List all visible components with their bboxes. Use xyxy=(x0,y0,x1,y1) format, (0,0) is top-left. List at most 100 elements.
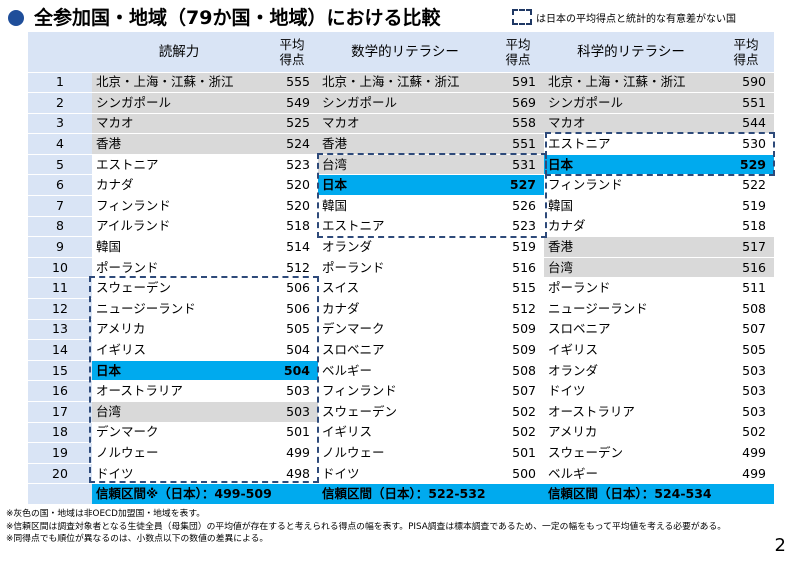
table-row: 17 台湾 503 スウェーデン 502 オーストラリア 503 xyxy=(28,401,774,423)
math-score-cell: 551 xyxy=(492,133,544,155)
math-country-cell: スウェーデン xyxy=(318,401,492,423)
math-country-cell: カナダ xyxy=(318,298,492,320)
reading-country-cell: エストニア xyxy=(92,154,266,176)
rank-cell: 8 xyxy=(28,216,92,238)
table-row: 14 イギリス 504 スロベニア 509 イギリス 505 xyxy=(28,339,774,361)
math-country-cell: スロベニア xyxy=(318,339,492,361)
science-country-cell: 韓国 xyxy=(544,195,718,217)
science-score-cell: 530 xyxy=(718,133,774,155)
reading-country-cell: デンマーク xyxy=(92,422,266,444)
table-row: 11 スウェーデン 506 スイス 515 ポーランド 511 xyxy=(28,277,774,300)
header-math: 数学的リテラシー xyxy=(318,32,492,73)
math-country-cell: ドイツ xyxy=(318,463,492,485)
table-row: 18 デンマーク 501 イギリス 502 アメリカ 502 xyxy=(28,422,774,444)
science-country-cell: マカオ xyxy=(544,113,718,135)
rank-cell: 19 xyxy=(28,442,92,464)
rank-cell-empty xyxy=(28,483,92,505)
header-math-score: 平均 得点 xyxy=(492,32,544,73)
science-country-cell: スロベニア xyxy=(544,319,718,341)
reading-country-cell: フィンランド xyxy=(92,195,266,217)
reading-score-cell: 555 xyxy=(266,72,318,94)
math-score-cell: 558 xyxy=(492,113,544,135)
table-row: 15 日本 504 ベルギー 508 オランダ 503 xyxy=(28,360,774,382)
header-reading: 読解力 xyxy=(92,32,266,73)
science-confidence-interval: 信頼区間（日本）：524-534 xyxy=(544,483,774,505)
reading-country-cell: 韓国 xyxy=(92,236,266,258)
score-label-line2: 得点 xyxy=(279,51,305,67)
table-row: 8 アイルランド 518 エストニア 523 カナダ 518 xyxy=(28,216,774,238)
rank-cell: 7 xyxy=(28,195,92,217)
math-country-cell: イギリス xyxy=(318,422,492,444)
math-score-cell: 569 xyxy=(492,92,544,114)
math-country-cell: オランダ xyxy=(318,236,492,258)
header-science: 科学的リテラシー xyxy=(544,32,718,73)
score-label-line1: 平均 xyxy=(505,36,531,52)
math-score-cell: 516 xyxy=(492,257,544,279)
rank-cell: 6 xyxy=(28,174,92,197)
science-score-cell: 503 xyxy=(718,401,774,423)
math-score-cell: 531 xyxy=(492,154,544,176)
science-score-cell: 503 xyxy=(718,380,774,402)
reading-score-cell: 505 xyxy=(266,319,318,341)
table-row: 19 ノルウェー 499 ノルウェー 501 スウェーデン 499 xyxy=(28,442,774,464)
science-country-cell: 台湾 xyxy=(544,257,718,279)
math-country-cell: エストニア xyxy=(318,216,492,238)
science-score-cell: 505 xyxy=(718,339,774,361)
science-country-cell: カナダ xyxy=(544,216,718,238)
science-score-cell: 511 xyxy=(718,277,774,300)
math-country-cell: スイス xyxy=(318,277,492,300)
rank-cell: 3 xyxy=(28,113,92,135)
rank-cell: 12 xyxy=(28,298,92,320)
math-country-cell: フィンランド xyxy=(318,380,492,402)
science-score-cell: 502 xyxy=(718,422,774,444)
reading-score-cell: 498 xyxy=(266,463,318,485)
page-number: 2 xyxy=(774,535,786,556)
reading-country-cell: ドイツ xyxy=(92,463,266,485)
reading-country-cell: 香港 xyxy=(92,133,266,155)
math-score-cell: 509 xyxy=(492,339,544,361)
reading-score-cell: 506 xyxy=(266,277,318,300)
math-country-cell: シンガポール xyxy=(318,92,492,114)
reading-country-cell: 日本 xyxy=(92,360,266,382)
math-score-cell: 523 xyxy=(492,216,544,238)
math-score-cell: 507 xyxy=(492,380,544,402)
math-country-cell: 韓国 xyxy=(318,195,492,217)
science-score-cell: 551 xyxy=(718,92,774,114)
reading-score-cell: 520 xyxy=(266,174,318,197)
reading-country-cell: マカオ xyxy=(92,113,266,135)
reading-country-cell: 台湾 xyxy=(92,401,266,423)
math-confidence-interval: 信頼区間（日本）：522-532 xyxy=(318,483,544,505)
reading-country-cell: アメリカ xyxy=(92,319,266,341)
rank-cell: 4 xyxy=(28,133,92,155)
rank-cell: 15 xyxy=(28,360,92,382)
ranking-table: 読解力 平均 得点 数学的リテラシー 平均 得点 科学的リテラシー 平均 得点 1 北京… xyxy=(28,32,774,505)
table-row: 9 韓国 514 オランダ 519 香港 517 xyxy=(28,236,774,258)
footnote-2: ※信頼区間は調査対象者となる生徒全員（母集団）の平均値が存在すると考えられる得点… xyxy=(6,521,727,532)
reading-score-cell: 504 xyxy=(266,360,318,382)
math-country-cell: デンマーク xyxy=(318,319,492,341)
rank-cell: 17 xyxy=(28,401,92,423)
header-science-score: 平均 得点 xyxy=(718,32,774,73)
math-score-cell: 502 xyxy=(492,401,544,423)
rank-cell: 9 xyxy=(28,236,92,258)
math-score-cell: 501 xyxy=(492,442,544,464)
math-country-cell: ポーランド xyxy=(318,257,492,279)
reading-country-cell: 北京・上海・江蘇・浙江 xyxy=(92,72,266,94)
page-title: 全参加国・地域（79か国・地域）における比較 xyxy=(34,7,441,29)
science-score-cell: 544 xyxy=(718,113,774,135)
math-score-cell: 502 xyxy=(492,422,544,444)
science-score-cell: 518 xyxy=(718,216,774,238)
table-row: 6 カナダ 520 日本 527 フィンランド 522 xyxy=(28,174,774,197)
math-country-cell: 北京・上海・江蘇・浙江 xyxy=(318,72,492,94)
science-score-cell: 517 xyxy=(718,236,774,258)
science-country-cell: スウェーデン xyxy=(544,442,718,464)
science-country-cell: ポーランド xyxy=(544,277,718,300)
table-row: 1 北京・上海・江蘇・浙江 555 北京・上海・江蘇・浙江 591 北京・上海・江蘇・浙江… xyxy=(28,72,774,94)
rank-cell: 13 xyxy=(28,319,92,341)
rank-cell: 14 xyxy=(28,339,92,361)
math-score-cell: 500 xyxy=(492,463,544,485)
math-score-cell: 526 xyxy=(492,195,544,217)
science-country-cell: オランダ xyxy=(544,360,718,382)
score-label-line2: 得点 xyxy=(733,51,759,67)
math-country-cell: ベルギー xyxy=(318,360,492,382)
